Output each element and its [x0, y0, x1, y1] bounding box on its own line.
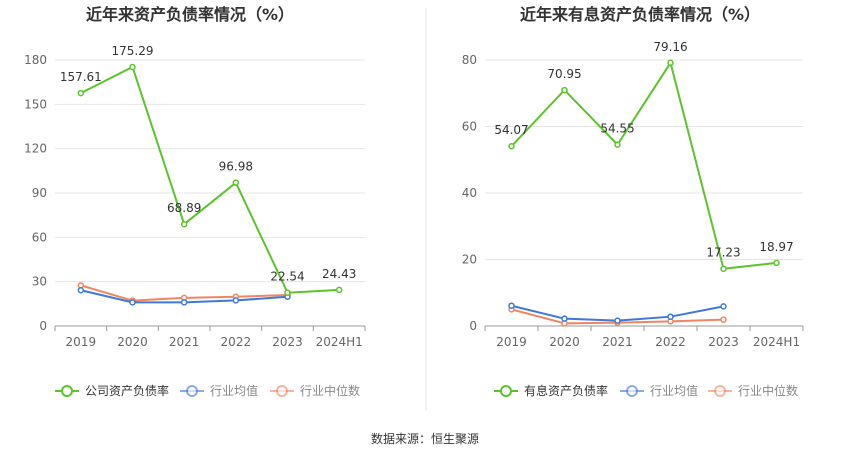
data-point — [180, 299, 188, 306]
data-label: 96.98 — [219, 160, 253, 174]
data-label: 17.23 — [706, 246, 740, 260]
y-tick-label: 0 — [39, 319, 47, 333]
y-tick-label: 30 — [32, 275, 47, 289]
x-tick-label: 2019 — [66, 335, 97, 349]
data-point — [508, 142, 515, 150]
data-point — [129, 299, 136, 306]
data-point — [335, 286, 343, 294]
data-point — [720, 265, 727, 272]
x-tick-label: 2024H1 — [316, 335, 363, 349]
data-point — [508, 302, 515, 309]
data-point — [232, 297, 240, 304]
data-point — [561, 315, 568, 322]
data-label: 68.89 — [167, 201, 201, 215]
data-point — [720, 316, 727, 323]
x-tick-label: 2022 — [655, 335, 686, 349]
x-tick-label: 2021 — [602, 335, 633, 349]
legend-marker — [500, 385, 512, 397]
data-point — [667, 59, 674, 67]
y-tick-label: 180 — [24, 53, 47, 67]
data-label: 24.43 — [322, 267, 356, 281]
data-point — [773, 259, 780, 267]
data-point — [284, 289, 291, 296]
y-tick-label: 150 — [24, 97, 47, 111]
data-point — [667, 313, 674, 320]
legend-marker — [276, 385, 288, 397]
legend-label: 行业均值 — [650, 383, 698, 398]
data-label: 70.95 — [547, 67, 581, 81]
data-point — [614, 141, 621, 148]
y-tick-label: 60 — [462, 120, 477, 134]
x-tick-label: 2019 — [496, 335, 527, 349]
legend-label: 公司资产负债率 — [85, 383, 169, 398]
x-tick-label: 2023 — [708, 335, 739, 349]
legend-label: 行业中位数 — [738, 383, 798, 398]
data-label: 54.55 — [600, 122, 634, 136]
legend-marker — [714, 385, 726, 397]
x-tick-label: 2022 — [221, 335, 252, 349]
series-line — [80, 65, 340, 294]
y-tick-label: 60 — [32, 230, 47, 244]
chart-title: 近年来资产负债率情况（%） — [86, 5, 294, 24]
y-tick-label: 120 — [24, 142, 47, 156]
data-point — [720, 303, 727, 310]
y-tick-label: 80 — [462, 53, 477, 67]
legend-marker — [61, 385, 73, 397]
y-tick-label: 0 — [469, 319, 477, 333]
data-point — [129, 63, 136, 71]
data-label: 54.07 — [494, 123, 528, 137]
legend-label: 行业均值 — [210, 383, 258, 398]
data-source-note: 数据来源：恒生聚源 — [370, 432, 479, 446]
x-tick-label: 2020 — [117, 335, 148, 349]
y-tick-label: 40 — [462, 186, 477, 200]
data-label: 18.97 — [759, 240, 793, 254]
x-tick-label: 2020 — [549, 335, 580, 349]
y-tick-label: 90 — [32, 186, 47, 200]
y-tick-label: 20 — [462, 253, 477, 267]
legend-marker — [186, 385, 198, 397]
data-label: 79.16 — [653, 40, 687, 54]
data-label: 157.61 — [60, 70, 102, 84]
x-tick-label: 2024H1 — [753, 335, 800, 349]
series-line — [510, 61, 777, 270]
chart-title: 近年来有息资产负债率情况（%） — [520, 5, 760, 24]
legend-marker — [626, 385, 638, 397]
x-tick-label: 2023 — [272, 335, 303, 349]
x-tick-label: 2021 — [169, 335, 200, 349]
legend-label: 行业中位数 — [300, 383, 360, 398]
data-point — [561, 86, 568, 94]
legend-label: 有息资产负债率 — [524, 383, 608, 398]
data-label: 175.29 — [112, 44, 154, 58]
data-point — [77, 89, 85, 97]
data-label: 22.54 — [270, 270, 304, 284]
data-point — [77, 286, 85, 294]
data-point — [180, 220, 188, 228]
data-point — [614, 317, 621, 324]
data-point — [232, 179, 240, 186]
